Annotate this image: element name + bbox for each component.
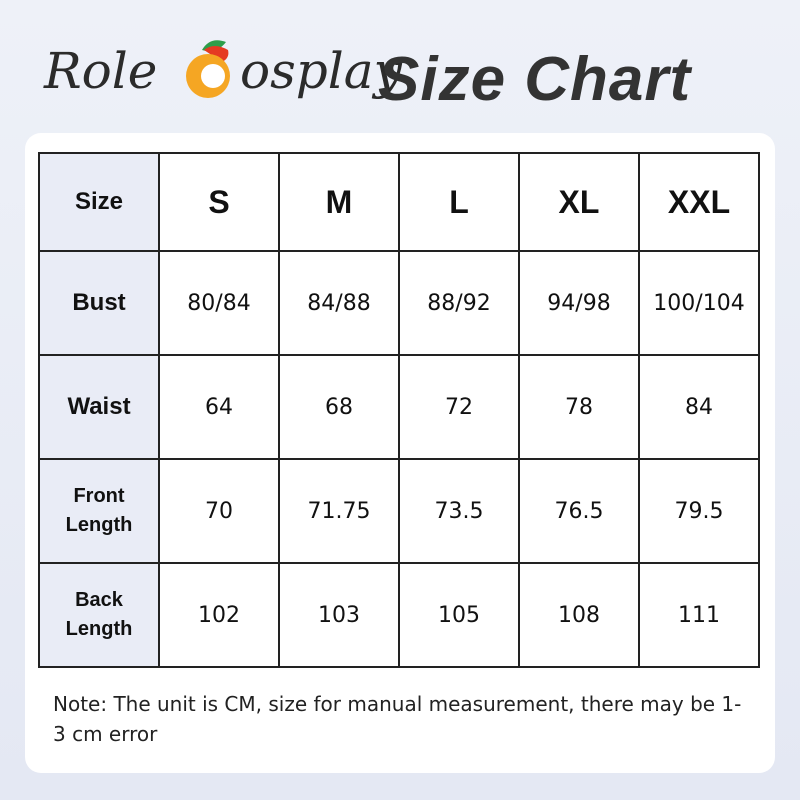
card: Size S M L XL XXL Bust 80/84 84/88 88/92 94/98 100/… [25,133,775,773]
cell: 64 [158,354,280,460]
row-header: Waist [38,354,160,460]
header-row: Size S M L XL XXL [38,152,760,252]
cell: 80/84 [158,250,280,356]
size-header: XXL [638,152,760,252]
table-row: Waist 64 68 72 78 84 [38,354,760,460]
title: Size Chart [378,45,692,114]
row-header: Size [38,152,160,252]
cell: 88/92 [398,250,520,356]
brand-end: osplay [240,42,402,100]
brand-logo: C [186,40,230,98]
header: Role C osplay Size Chart [40,22,770,122]
table-row: Back Length 102 103 105 108 111 [38,562,760,668]
row-header: Front Length [38,458,160,564]
cell: 84/88 [278,250,400,356]
note: Note: The unit is CM, size for manual me… [53,692,742,746]
brand-start: Role [44,42,158,100]
size-header: M [278,152,400,252]
cell: 108 [518,562,640,668]
table-row: Bust 80/84 84/88 88/92 94/98 100/104 [38,250,760,356]
cell: 100/104 [638,250,760,356]
cell: 68 [278,354,400,460]
cell: 79.5 [638,458,760,564]
cell: 105 [398,562,520,668]
cell: 78 [518,354,640,460]
cell: 103 [278,562,400,668]
size-table: Size S M L XL XXL Bust 80/84 84/88 88/92 94/98 100/… [38,152,760,668]
row-header: Back Length [38,562,160,668]
size-header: S [158,152,280,252]
cell: 94/98 [518,250,640,356]
cell: 102 [158,562,280,668]
cell: 76.5 [518,458,640,564]
row-header: Bust [38,250,160,356]
brand-logo-letter: C [208,87,209,89]
size-header: XL [518,152,640,252]
cell: 70 [158,458,280,564]
size-header: L [398,152,520,252]
cell: 111 [638,562,760,668]
cell: 71.75 [278,458,400,564]
cell: 84 [638,354,760,460]
cell: 72 [398,354,520,460]
table-row: Front Length 70 71.75 73.5 76.5 79.5 [38,458,760,564]
cell: 73.5 [398,458,520,564]
